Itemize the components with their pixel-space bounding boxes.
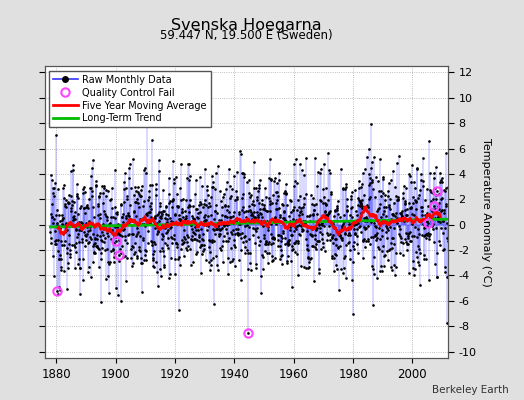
Y-axis label: Temperature Anomaly (°C): Temperature Anomaly (°C) [481, 138, 490, 286]
Legend: Raw Monthly Data, Quality Control Fail, Five Year Moving Average, Long-Term Tren: Raw Monthly Data, Quality Control Fail, … [49, 71, 211, 127]
Text: 59.447 N, 19.500 E (Sweden): 59.447 N, 19.500 E (Sweden) [160, 29, 333, 42]
Text: Berkeley Earth: Berkeley Earth [432, 385, 508, 395]
Text: Svenska Hoegarna: Svenska Hoegarna [171, 18, 322, 33]
